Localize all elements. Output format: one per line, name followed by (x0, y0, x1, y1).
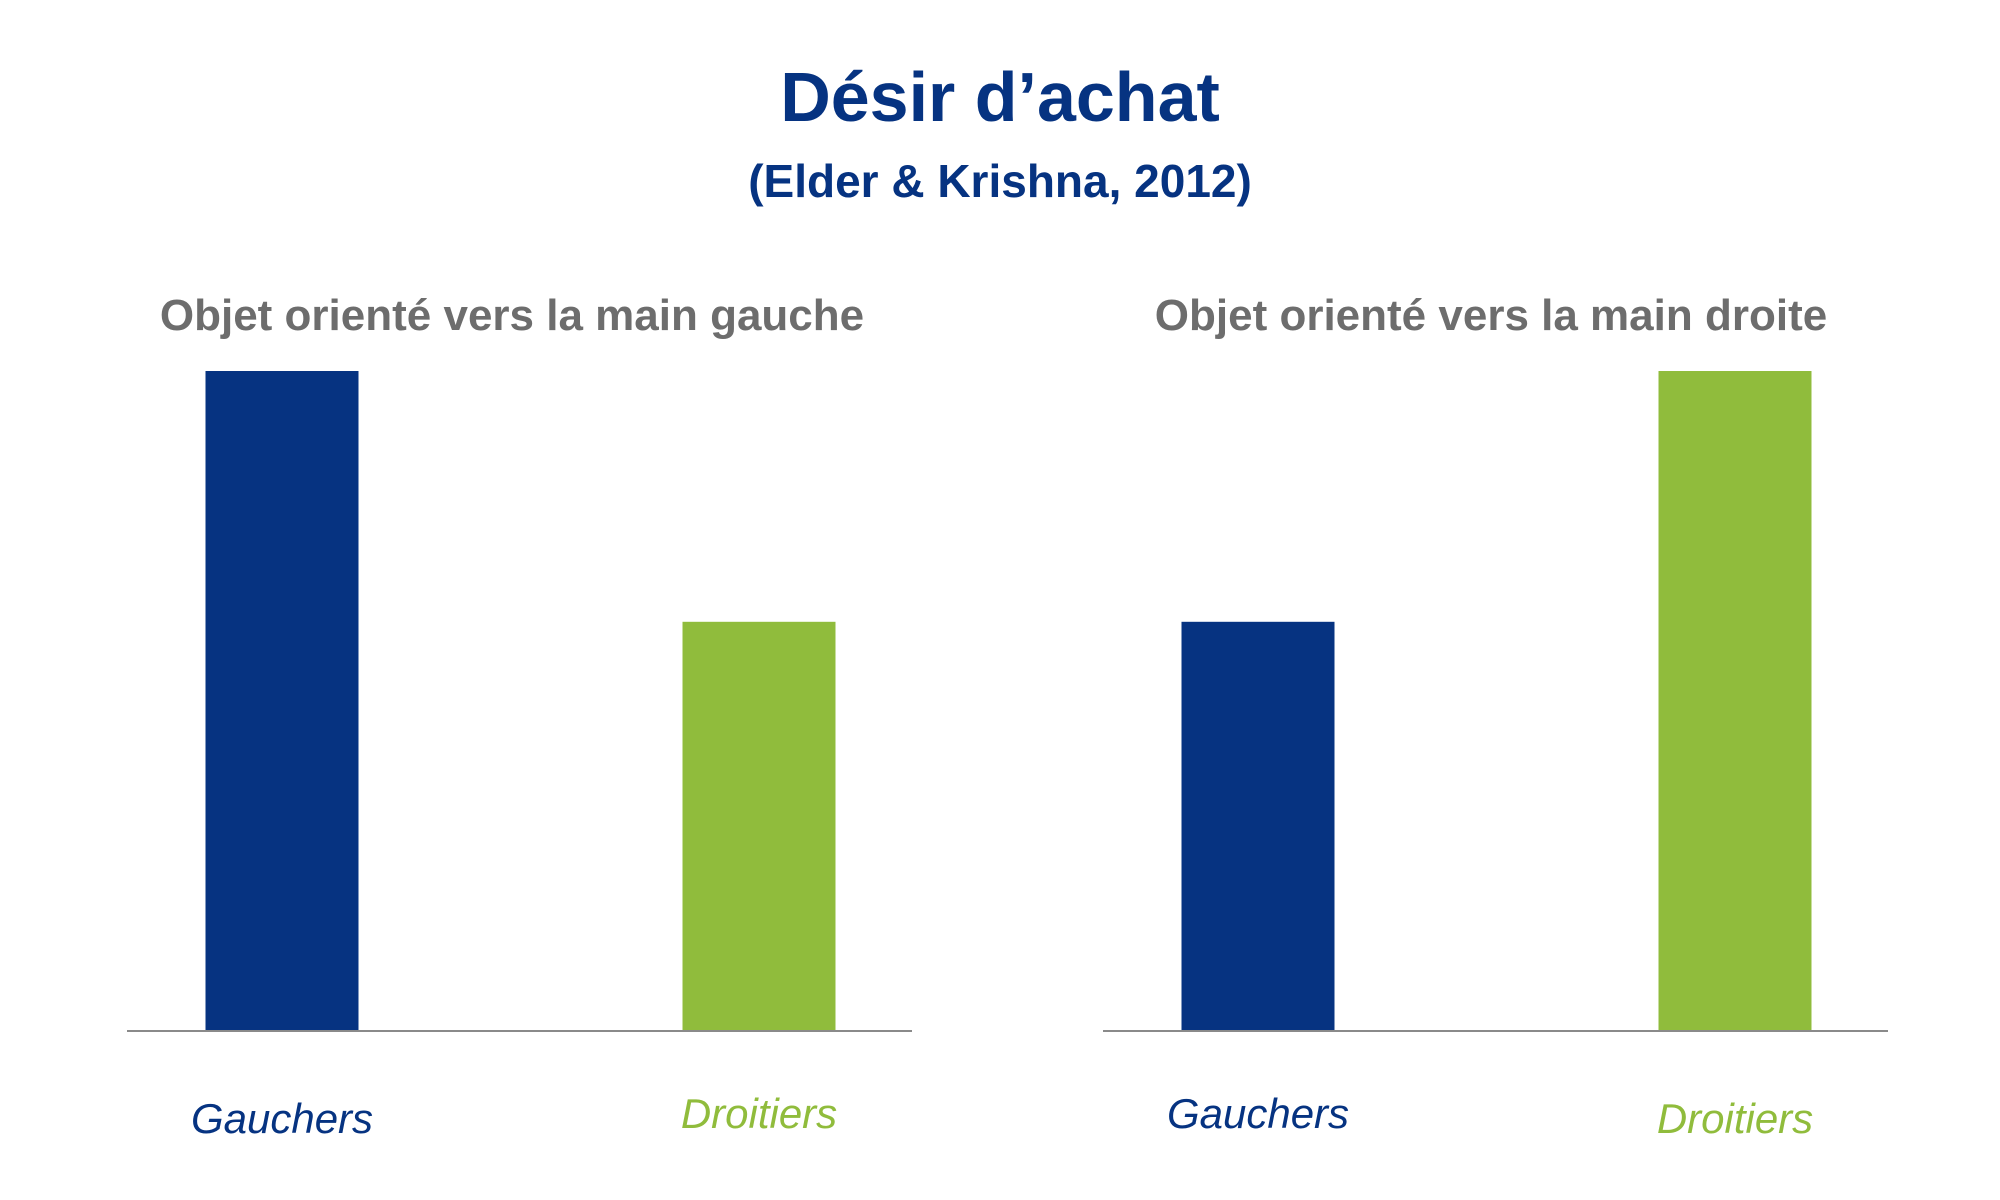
category-label-gauchers: Gauchers (191, 1095, 373, 1142)
bar-droitiers (682, 621, 836, 1031)
bar-gauchers (205, 371, 359, 1031)
chart-panel-1: Objet orienté vers la main gauche Gaucher… (127, 291, 912, 1142)
bar-gauchers (1181, 621, 1335, 1031)
category-label-gauchers: Gauchers (1167, 1090, 1349, 1137)
panel-title: Objet orienté vers la main gauche (160, 291, 864, 340)
chart-title: Désir d’achat (780, 58, 1220, 136)
panel-title: Objet orienté vers la main droite (1155, 291, 1827, 340)
bar-droitiers (1658, 371, 1812, 1031)
chart-panel-2: Objet orienté vers la main droite Gaucher… (1103, 291, 1888, 1142)
category-label-droitiers: Droitiers (1657, 1095, 1813, 1142)
category-label-droitiers: Droitiers (681, 1090, 837, 1137)
chart-subtitle: (Elder & Krishna, 2012) (748, 155, 1252, 207)
